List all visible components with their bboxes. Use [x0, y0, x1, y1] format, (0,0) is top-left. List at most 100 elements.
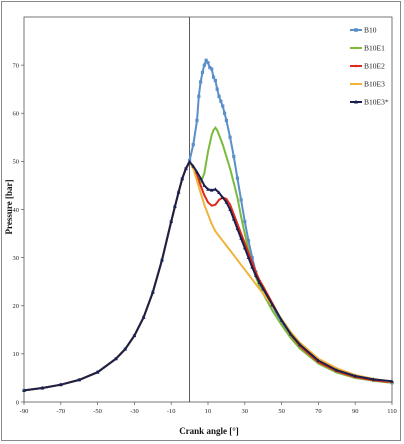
data-point [289, 332, 293, 336]
data-point [239, 198, 243, 202]
legend-swatch-marker [354, 28, 358, 32]
data-point [216, 129, 219, 131]
x-tick-label: -10 [167, 408, 176, 415]
data-point [218, 134, 220, 136]
data-point [236, 259, 239, 261]
data-point [22, 388, 26, 392]
data-point [261, 286, 265, 291]
data-point [196, 179, 198, 182]
y-tick-label: 40 [13, 207, 20, 214]
data-point [229, 203, 231, 206]
legend-label: B10E2 [364, 62, 385, 71]
data-point [240, 232, 243, 235]
data-point [198, 176, 203, 180]
data-point [299, 347, 301, 350]
data-point [40, 386, 45, 390]
series-line [23, 160, 393, 392]
y-tick-label: 60 [13, 111, 20, 118]
data-point [213, 78, 217, 83]
data-point [199, 191, 202, 194]
y-tick-label: 70 [13, 62, 20, 69]
data-point [270, 302, 275, 307]
data-point [210, 204, 213, 207]
data-point [254, 283, 257, 285]
data-point [240, 215, 243, 218]
x-tick-label: 50 [278, 408, 285, 415]
data-point [169, 219, 173, 223]
data-point [210, 134, 213, 136]
x-tick-label: 110 [387, 408, 397, 415]
series-line [23, 58, 393, 392]
data-point [59, 382, 63, 387]
data-point [251, 261, 254, 264]
data-point [209, 188, 214, 192]
data-point [228, 207, 232, 211]
data-point [160, 258, 164, 262]
data-point [232, 154, 236, 159]
data-point [236, 196, 239, 199]
data-point [390, 379, 394, 383]
data-point [235, 226, 240, 231]
data-point [199, 80, 203, 84]
data-point [225, 244, 228, 247]
series-line [23, 160, 393, 392]
x-tick-label: 90 [352, 408, 359, 415]
data-point [280, 320, 284, 325]
data-point [214, 230, 217, 233]
series-b10e3- [22, 159, 394, 392]
data-point [197, 94, 201, 99]
data-point [207, 201, 209, 204]
series-line [23, 126, 393, 392]
data-point [247, 251, 250, 254]
data-point [173, 204, 177, 209]
data-point [246, 239, 251, 243]
y-axis-title: Pressure [bar] [4, 180, 14, 235]
x-tick-label: -30 [130, 408, 139, 415]
data-point [214, 126, 217, 129]
data-point [114, 356, 118, 361]
data-point [210, 67, 214, 71]
data-point [187, 159, 192, 164]
series-b10e2 [23, 160, 393, 392]
data-point [229, 249, 231, 252]
data-point [243, 246, 247, 250]
data-point [218, 235, 220, 237]
data-point [254, 273, 258, 277]
y-tick-label: 0 [16, 399, 19, 406]
data-point [247, 273, 250, 276]
data-point [219, 99, 223, 103]
y-tick-label: 10 [13, 351, 20, 358]
data-point [215, 87, 219, 91]
data-point [232, 182, 235, 184]
y-tick-label: 50 [13, 159, 20, 166]
legend: B10 B10E1 B10E2 B10E3 B10E3* [350, 26, 389, 107]
legend-swatch-marker [354, 64, 358, 68]
data-point [151, 290, 155, 294]
plot-area: -90 -70 -50 -30 -10 10 30 50 70 90 110 0 10 20 30 40 50 6… [13, 16, 397, 415]
data-point [213, 187, 218, 191]
data-point [176, 190, 181, 194]
data-point [206, 61, 210, 65]
data-point [191, 142, 195, 147]
data-point [243, 219, 247, 224]
series-b10 [22, 58, 394, 393]
data-point [243, 268, 246, 271]
data-point [221, 239, 224, 242]
legend-label: B10 [364, 26, 377, 35]
data-point [211, 75, 216, 79]
data-point [203, 172, 206, 175]
plot-border [23, 16, 393, 403]
x-tick-label: 10 [205, 408, 212, 415]
data-point [123, 347, 127, 351]
data-point [221, 143, 224, 146]
data-point [239, 236, 243, 240]
data-point [204, 58, 208, 62]
series-layer [22, 58, 394, 393]
data-point [180, 176, 185, 181]
data-point [214, 203, 217, 206]
data-point [258, 288, 261, 290]
data-point [200, 70, 205, 74]
data-point [353, 374, 357, 378]
data-point [202, 183, 207, 187]
y-tick-label: 20 [13, 303, 20, 310]
